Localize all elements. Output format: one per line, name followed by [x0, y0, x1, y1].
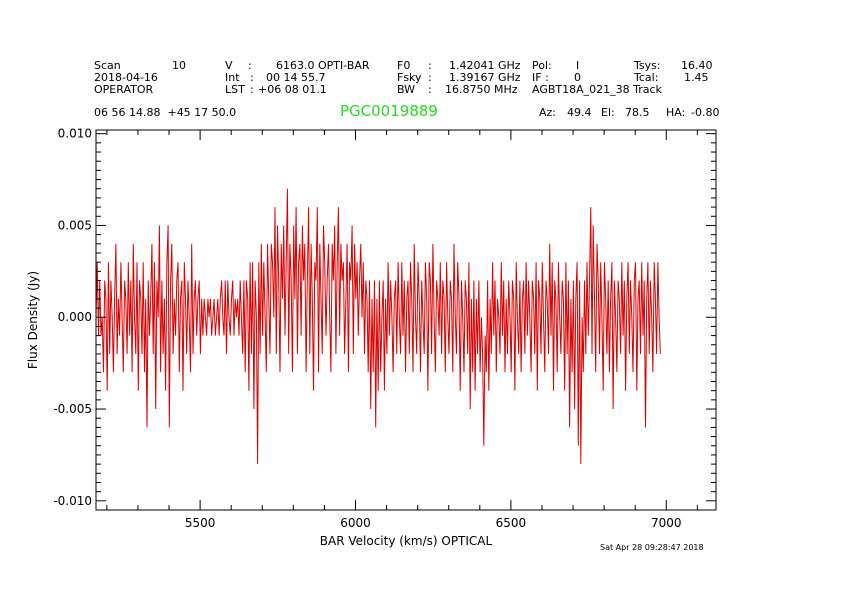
- fsky-label: Fsky: [397, 71, 422, 84]
- ha-label: HA:: [666, 106, 686, 119]
- lst-value: +06 08 01.1: [258, 83, 327, 96]
- el-label: El:: [601, 106, 615, 119]
- bw-value: 16.8750 MHz: [445, 83, 518, 96]
- date: 2018-04-16: [94, 71, 158, 84]
- y-tick-label: 0.005: [58, 218, 92, 232]
- v-value: 6163.0 OPTI-BAR: [276, 59, 370, 72]
- pol-value: I: [576, 59, 580, 72]
- coordinates: 06 56 14.88 +45 17 50.0: [94, 106, 237, 119]
- v-colon: :: [248, 59, 252, 72]
- fsky-colon: :: [428, 71, 432, 84]
- x-tick-label: 7000: [651, 516, 682, 530]
- lst-colon: :: [250, 83, 254, 96]
- az-value: 49.4: [567, 106, 592, 119]
- int-label: Int: [225, 71, 240, 84]
- if-value: 0: [574, 71, 581, 84]
- fsky-value: 1.39167 GHz: [449, 71, 521, 84]
- y-tick-label: 0.010: [58, 127, 92, 141]
- bw-colon: :: [428, 83, 432, 96]
- lst-label: LST: [225, 83, 245, 96]
- int-colon: :: [250, 71, 254, 84]
- source-name: PGC0019889: [340, 102, 438, 120]
- tsys-value: 16.40: [681, 59, 713, 72]
- x-tick-label: 6000: [340, 516, 371, 530]
- f0-value: 1.42041 GHz: [449, 59, 521, 72]
- if-label: IF :: [532, 71, 549, 84]
- timestamp: Sat Apr 28 09:28:47 2018: [600, 543, 704, 552]
- az-label: Az:: [539, 106, 557, 119]
- bw-label: BW: [397, 83, 416, 96]
- pol-label: Pol:: [532, 59, 552, 72]
- observer: OPERATOR: [94, 83, 154, 96]
- v-label: V: [225, 59, 233, 72]
- y-tick-label: 0.000: [58, 310, 92, 324]
- axis-ticks: [96, 130, 716, 510]
- y-tick-label: -0.005: [53, 402, 92, 416]
- int-value: 00 14 55.7: [266, 71, 326, 84]
- x-tick-label: 6500: [496, 516, 527, 530]
- scan-label: Scan: [94, 59, 121, 72]
- project: AGBT18A_021_38 Track: [532, 83, 662, 96]
- el-value: 78.5: [625, 106, 650, 119]
- plot-frame: [95, 129, 717, 511]
- ha-value: -0.80: [691, 106, 720, 119]
- tcal-label: Tcal:: [634, 71, 659, 84]
- tcal-value: 1.45: [684, 71, 709, 84]
- tsys-label: Tsys:: [634, 59, 661, 72]
- y-axis-label: Flux Density (Jy): [26, 271, 40, 369]
- spectrum-series-line: [95, 188, 661, 465]
- f0-colon: :: [428, 59, 432, 72]
- f0-label: F0: [397, 59, 411, 72]
- y-tick-label: -0.010: [53, 494, 92, 508]
- x-tick-label: 5500: [185, 516, 216, 530]
- x-axis-label: BAR Velocity (km/s) OPTICAL: [320, 534, 493, 548]
- spectrum-plot: [95, 188, 661, 465]
- scan-value: 10: [172, 59, 186, 72]
